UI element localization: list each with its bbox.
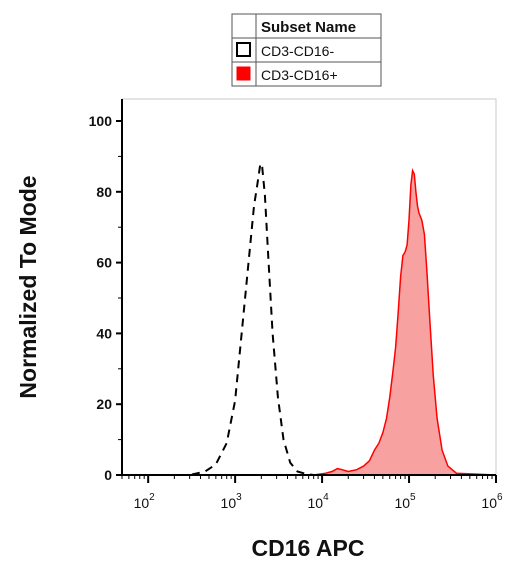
y-tick-label: 100 [89,113,113,129]
x-tick-label: 105 [394,492,416,511]
y-tick-label: 20 [96,396,112,412]
legend-label-cd3-cd16-neg: CD3-CD16- [261,43,334,59]
x-tick-label: 103 [221,492,243,511]
series-line-cd3-cd16 [122,160,496,476]
legend-swatch-cd3-cd16-neg [236,42,251,57]
x-axis-title: CD16 APC [252,535,365,561]
legend: Subset Name CD3-CD16- CD3-CD16+ [231,13,382,87]
x-axis-ticks: 102 103 104 105 106 [121,475,503,511]
y-axis-ticks: 0 20 40 60 80 100 [89,113,122,483]
legend-title: Subset Name [261,19,356,36]
y-tick-label: 0 [104,467,112,483]
legend-frame [231,13,382,87]
y-axis-title: Normalized To Mode [15,175,41,398]
series-layer [122,160,497,476]
x-tick-label: 102 [134,492,156,511]
x-tick-label: 104 [308,492,330,511]
plot-frame [121,98,497,476]
series-area-cd3-cd16-pos [122,167,497,476]
y-tick-label: 60 [96,255,112,271]
y-tick-label: 80 [96,184,112,200]
x-tick-label: 106 [481,492,503,511]
y-tick-label: 40 [96,325,112,341]
legend-label-cd3-cd16-pos: CD3-CD16+ [261,67,338,83]
legend-swatch-cd3-cd16-pos [236,66,251,81]
